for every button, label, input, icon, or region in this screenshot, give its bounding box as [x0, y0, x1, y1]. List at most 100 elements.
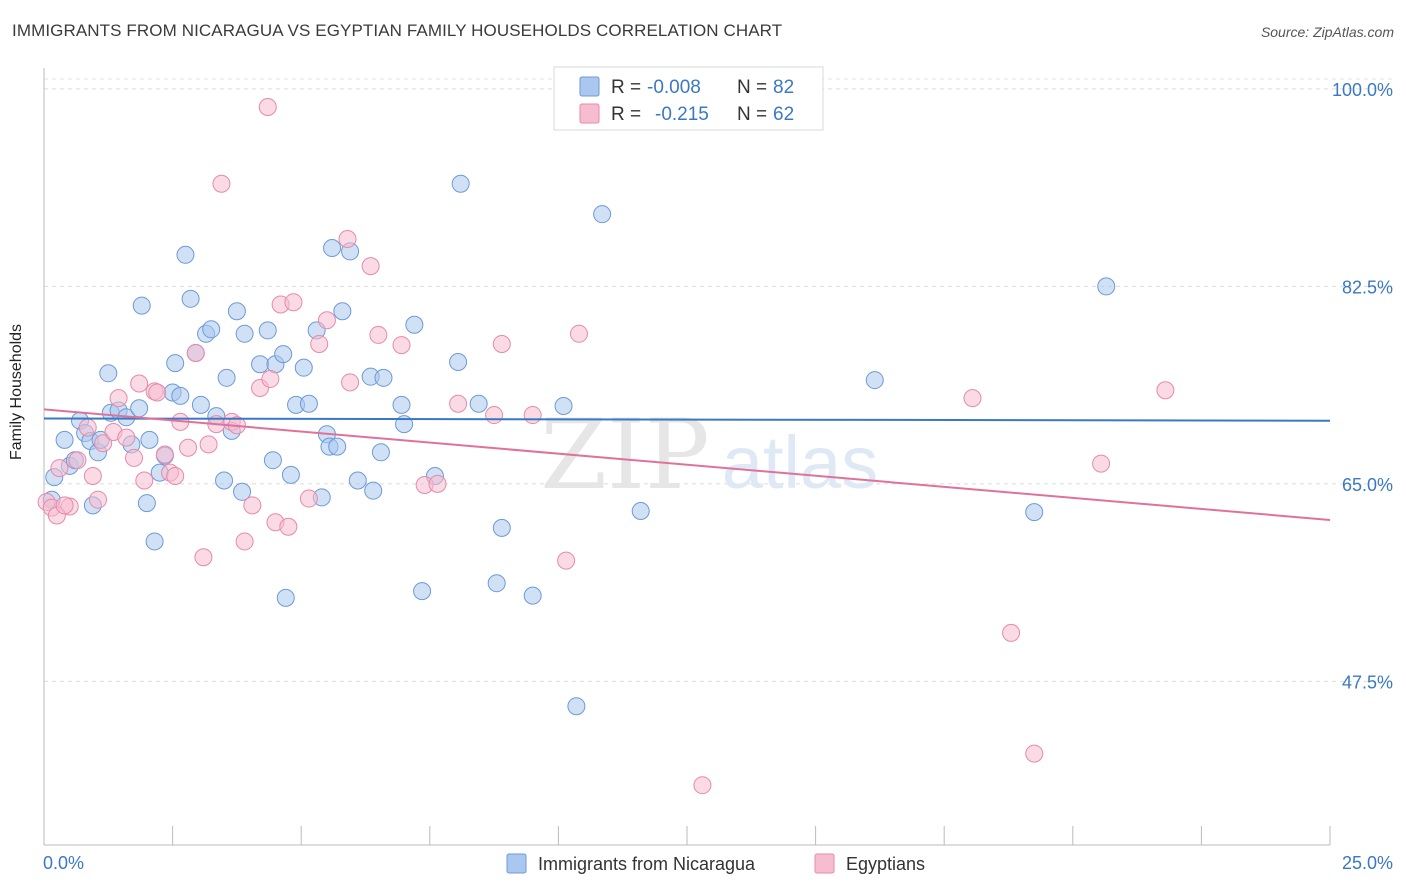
egyptians-point — [523, 406, 542, 425]
nicaragua-point — [215, 471, 234, 490]
egyptians-point — [166, 466, 185, 485]
egyptians-point — [1025, 744, 1044, 763]
bottom-legend-swatch-egyptians — [814, 853, 835, 874]
watermark: ZIP atlas — [540, 399, 878, 511]
egyptians-point — [299, 489, 318, 508]
egyptians-point — [78, 418, 97, 437]
nicaragua-point — [865, 371, 884, 390]
nicaragua-point — [333, 302, 352, 321]
egyptians-point — [1002, 623, 1021, 642]
source-note: Source: ZipAtlas.com — [1260, 24, 1394, 40]
egyptians-point — [693, 776, 712, 795]
nicaragua-point — [405, 315, 424, 334]
egyptians-point — [94, 434, 113, 453]
egyptians-point — [261, 369, 280, 388]
x-tick-label: 25.0% — [1342, 853, 1393, 873]
nicaragua-point — [176, 245, 195, 264]
nicaragua-point — [567, 697, 586, 716]
nicaragua-point — [274, 345, 293, 364]
egyptians-point — [135, 471, 154, 490]
legend-swatch-pink — [579, 103, 600, 124]
egyptians-point — [1156, 381, 1175, 400]
nicaragua-point — [631, 501, 650, 520]
nicaragua-point — [137, 494, 156, 513]
legend-n-label-1: N = — [737, 77, 767, 98]
nicaragua-point — [145, 532, 164, 551]
bottom-legend-label-egyptians: Egyptians — [846, 854, 925, 874]
egyptians-point — [369, 325, 388, 344]
nicaragua-point — [554, 397, 573, 416]
nicaragua-point — [191, 395, 210, 414]
egyptians-point — [179, 438, 198, 457]
legend-n-value-1: 82 — [773, 77, 794, 98]
nicaragua-point — [132, 296, 151, 315]
egyptians-point — [569, 324, 588, 343]
nicaragua-point — [323, 239, 342, 258]
nicaragua-point — [276, 588, 295, 607]
nicaragua-point — [166, 354, 185, 373]
egyptians-point — [392, 336, 411, 355]
egyptians-point — [485, 406, 504, 425]
egyptians-point — [212, 174, 231, 193]
nicaragua-point — [202, 320, 221, 339]
egyptians-point — [130, 374, 149, 393]
nicaragua-point — [593, 205, 612, 224]
nicaragua-point — [258, 321, 277, 340]
nicaragua-point — [140, 430, 159, 449]
y-tick-label: 65.0% — [1342, 475, 1393, 495]
egyptians-point — [68, 451, 87, 470]
egyptians-point — [310, 334, 329, 353]
axes — [43, 68, 1331, 846]
bottom-legend-swatch-nicaragua — [506, 853, 527, 874]
grid-lines — [44, 78, 1392, 682]
trend-lines — [43, 408, 1331, 521]
egyptians-point — [428, 474, 447, 493]
y-tick-label: 47.5% — [1342, 672, 1393, 692]
nicaragua-point — [251, 355, 270, 374]
egyptians-point — [109, 389, 128, 408]
nicaragua-point — [364, 481, 383, 500]
y-tick-label: 82.5% — [1342, 277, 1393, 297]
watermark-atlas: atlas — [722, 421, 878, 504]
nicaragua-point — [487, 574, 506, 593]
nicaragua-point — [233, 482, 252, 501]
nicaragua-point — [348, 471, 367, 490]
nicaragua-point — [181, 289, 200, 308]
egyptians-point — [148, 383, 167, 402]
nicaragua-point — [130, 399, 149, 418]
nicaragua-point — [227, 302, 246, 321]
nicaragua-point — [374, 368, 393, 387]
nicaragua-point — [1097, 277, 1116, 296]
egyptians-point — [284, 293, 303, 312]
legend-r-value-1: -0.008 — [647, 77, 701, 98]
nicaragua-point — [328, 437, 347, 456]
egyptians-point — [235, 532, 254, 551]
egyptians-point — [279, 517, 298, 536]
egyptians-point — [83, 466, 102, 485]
egyptians-point — [449, 394, 468, 413]
nicaragua-trend-line — [43, 417, 1331, 422]
nicaragua-point — [235, 324, 254, 343]
nicaragua-point — [99, 364, 118, 383]
egyptians-point — [117, 428, 136, 447]
egyptians-point — [1092, 454, 1111, 473]
egyptians-point — [557, 551, 576, 570]
nicaragua-point — [281, 465, 300, 484]
nicaragua-point — [1025, 503, 1044, 522]
nicaragua-point — [492, 518, 511, 537]
legend-n-label-2: N = — [737, 104, 767, 125]
nicaragua-point — [55, 430, 74, 449]
egyptians-point — [199, 435, 218, 454]
y-tick-labels: 47.5% 65.0% 82.5% 100.0% — [1332, 80, 1393, 692]
egyptians-point — [492, 334, 511, 353]
legend-swatch-blue — [579, 76, 600, 97]
egyptians-point — [317, 311, 336, 330]
chart-title: IMMIGRANTS FROM NICARAGUA VS EGYPTIAN FA… — [12, 21, 783, 40]
x-tick-label: 0.0% — [43, 853, 84, 873]
egyptians-point — [125, 448, 144, 467]
nicaragua-point — [371, 443, 390, 462]
y-tick-label: 100.0% — [1332, 80, 1393, 100]
nicaragua-point — [171, 386, 190, 405]
legend-n-value-2: 62 — [773, 104, 794, 125]
